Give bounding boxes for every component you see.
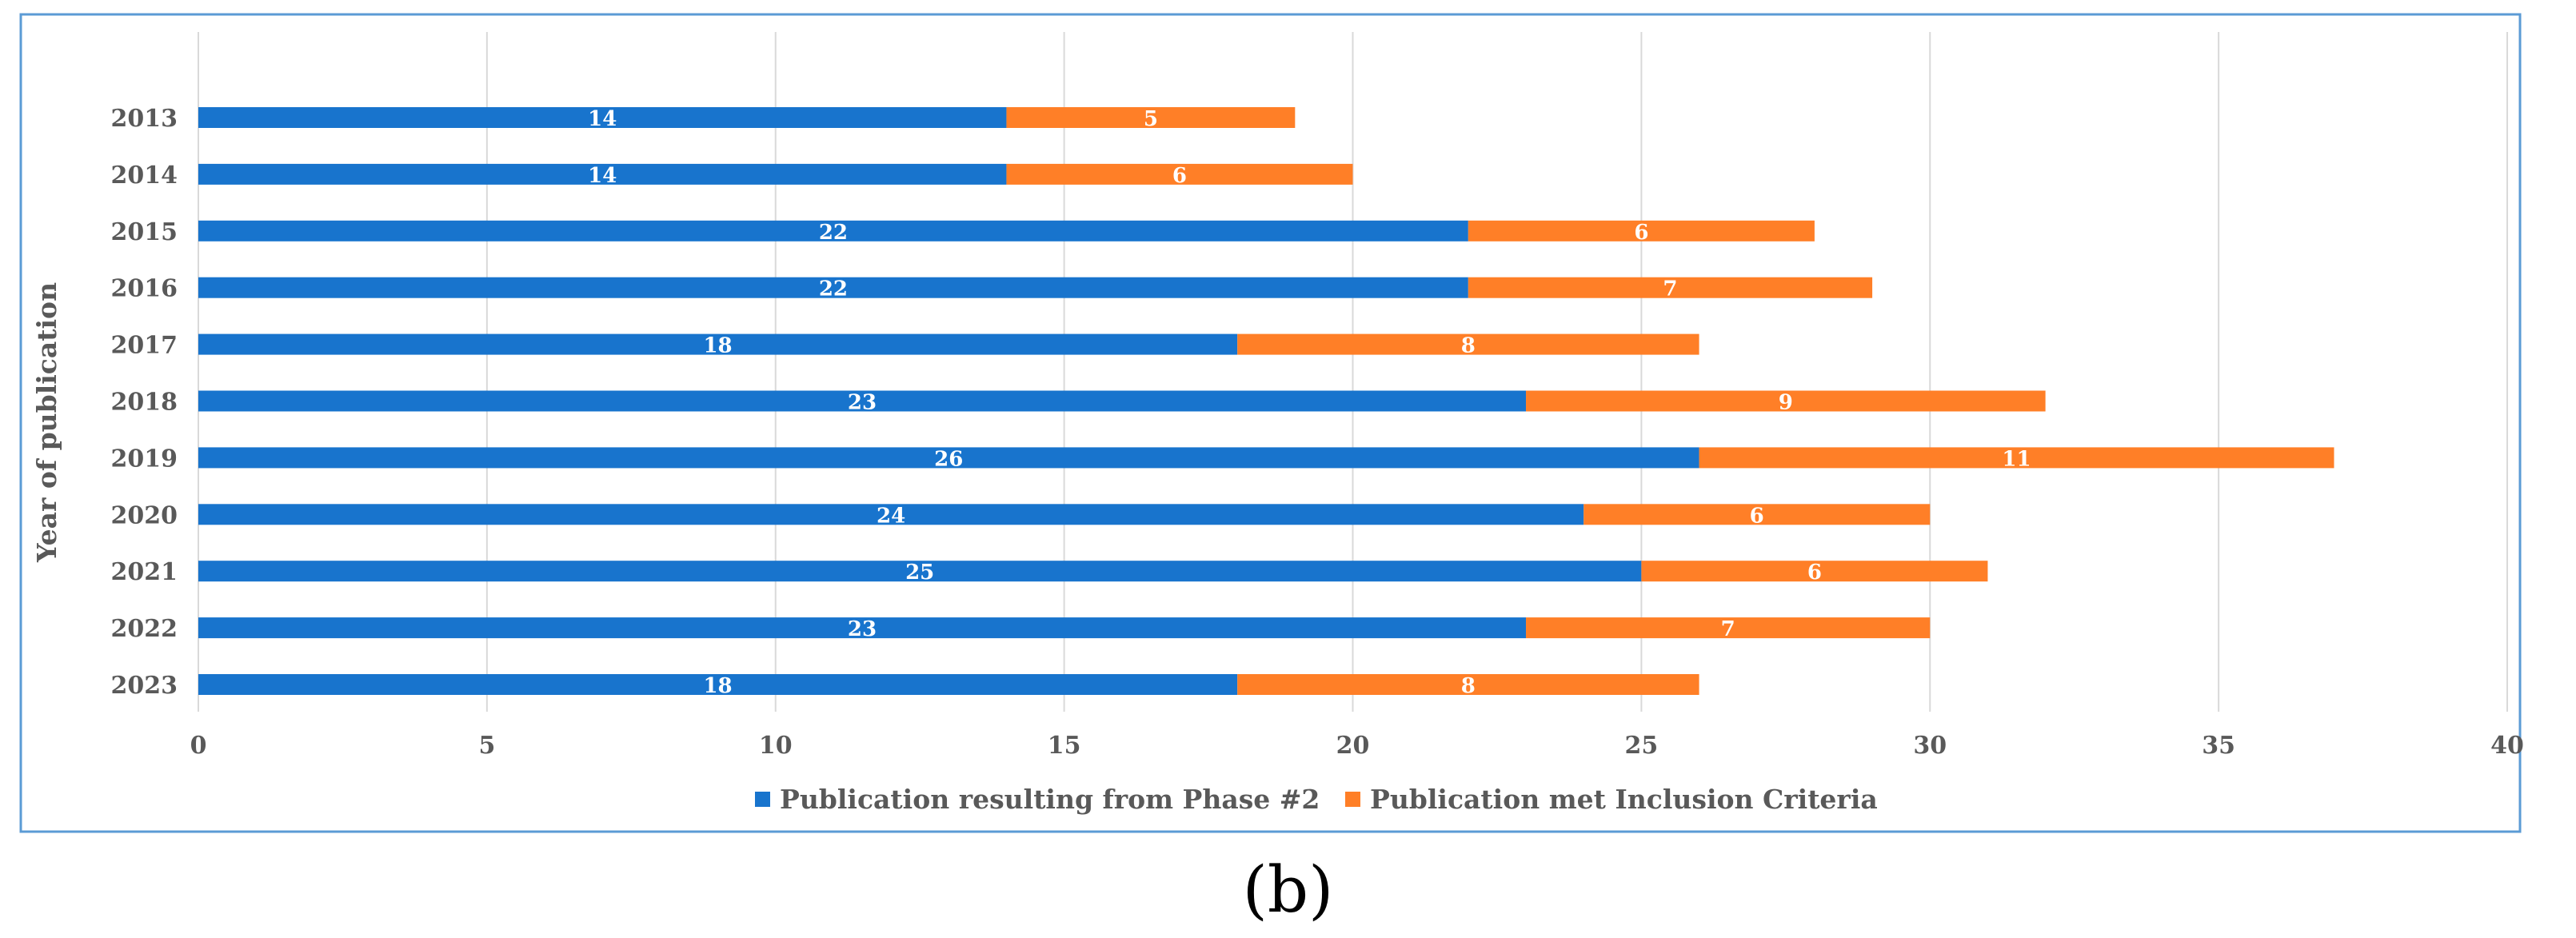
bar-inclusion-2021 [1641,561,1988,582]
legend-label-inclusion: Publication met Inclusion Criteria [1370,784,1878,815]
bar-inclusion-2014 [1006,163,1353,185]
data-label-phase2-2021: 25 [905,561,934,585]
y-tick-label-2019: 2019 [111,445,178,473]
bar-inclusion-2015 [1468,220,1815,241]
bar-inclusion-2013 [1006,107,1296,128]
data-label-phase2-2023: 18 [703,674,732,698]
x-tick-label-10: 10 [759,732,793,760]
data-label-inclusion-2022: 7 [1721,617,1735,641]
bar-inclusion-2023 [1237,674,1699,695]
y-tick-label-2021: 2021 [111,558,178,586]
bar-inclusion-2017 [1237,333,1699,355]
bar-inclusion-2020 [1584,504,1931,525]
x-tick-label-5: 5 [478,732,495,760]
x-tick-label-40: 40 [2490,732,2524,760]
bar-inclusion-2018 [1526,390,2046,412]
bar-phase2-2022 [198,617,1527,639]
data-label-phase2-2015: 22 [819,221,848,245]
y-tick-label-2020: 2020 [111,501,178,529]
x-tick-label-0: 0 [190,732,207,760]
x-tick-label-20: 20 [1336,732,1370,760]
bar-inclusion-2016 [1468,277,1873,298]
y-tick-label-2017: 2017 [111,332,178,360]
y-tick-label-2016: 2016 [111,275,178,303]
bar-phase2-2013 [198,107,1007,128]
legend-swatch-inclusion [1345,792,1360,807]
data-label-phase2-2020: 24 [877,504,905,528]
data-label-inclusion-2017: 8 [1461,334,1476,358]
bar-inclusion-2022 [1526,617,1931,639]
data-label-phase2-2022: 23 [848,617,877,641]
y-tick-label-2015: 2015 [111,218,178,246]
data-label-inclusion-2020: 6 [1750,504,1764,528]
bar-phase2-2020 [198,504,1584,525]
bar-phase2-2023 [198,674,1238,695]
data-label-inclusion-2019: 11 [2002,447,2031,471]
figure-caption: (b) [1242,852,1334,927]
gridlines [198,32,2508,712]
y-tick-label-2023: 2023 [111,672,178,700]
data-label-phase2-2017: 18 [703,334,732,358]
chart-border [19,13,2522,833]
data-label-inclusion-2013: 5 [1144,107,1158,131]
data-label-inclusion-2023: 8 [1461,674,1476,698]
data-label-inclusion-2018: 9 [1779,391,1793,415]
legend-label-phase2: Publication resulting from Phase #2 [780,784,1320,815]
bar-phase2-2017 [198,333,1238,355]
x-tick-label-25: 25 [1625,732,1659,760]
data-label-phase2-2016: 22 [819,277,848,301]
bar-phase2-2018 [198,390,1527,412]
y-axis-label: Year of publication [31,282,62,563]
y-tick-label-2013: 2013 [111,105,178,133]
data-label-phase2-2013: 14 [588,107,617,131]
data-labels: 14 5 14 6 22 6 22 7 18 8 23 9 26 11 24 6 25 6 23 7 18 8 [588,107,2031,698]
y-tick-label-2014: 2014 [111,162,178,190]
legend-swatch-phase2 [755,792,770,807]
x-tick-label-30: 30 [1913,732,1947,760]
data-label-phase2-2018: 23 [848,391,877,415]
bar-inclusion-2019 [1699,447,2334,469]
y-tick-label-2018: 2018 [111,389,178,417]
legend: Publication resulting from Phase #2 Publi… [755,784,1878,815]
bars [198,107,2334,695]
x-axis-ticks: 0 5 10 15 20 25 30 35 40 [190,732,2524,760]
bar-phase2-2019 [198,447,1699,469]
data-label-inclusion-2016: 7 [1663,277,1677,301]
bar-phase2-2015 [198,220,1468,241]
x-tick-label-15: 15 [1048,732,1081,760]
bar-phase2-2014 [198,163,1007,185]
data-label-phase2-2019: 26 [934,447,963,471]
y-axis-ticks: 2013 2014 2015 2016 2017 2018 2019 2020 2021 2022… [111,105,178,700]
bar-phase2-2016 [198,277,1468,298]
bar-phase2-2021 [198,561,1642,582]
data-label-inclusion-2021: 6 [1807,561,1822,585]
y-tick-label-2022: 2022 [111,615,178,643]
data-label-inclusion-2015: 6 [1634,221,1648,245]
x-tick-label-35: 35 [2202,732,2235,760]
data-label-phase2-2014: 14 [588,164,617,188]
data-label-inclusion-2014: 6 [1172,164,1187,188]
